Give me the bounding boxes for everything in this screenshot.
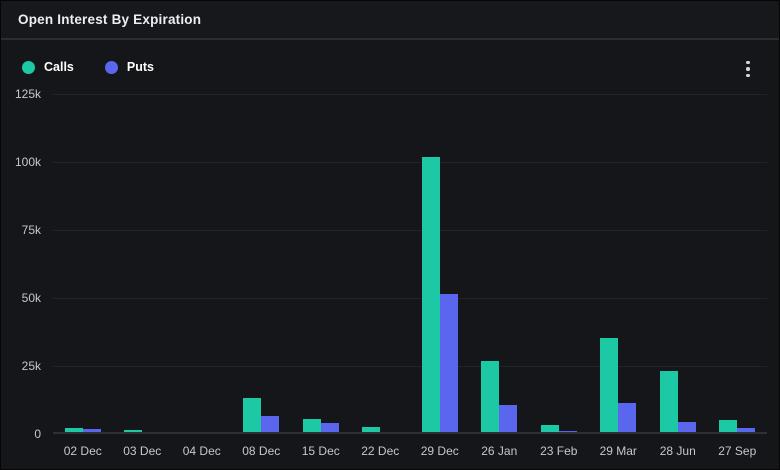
bar-puts[interactable] bbox=[618, 402, 637, 432]
x-tick-label: 15 Dec bbox=[301, 444, 340, 458]
bar-calls[interactable] bbox=[421, 157, 440, 432]
bar-puts[interactable] bbox=[499, 405, 518, 432]
bar-group bbox=[589, 94, 649, 432]
legend-label: Calls bbox=[44, 60, 74, 74]
legend-label: Puts bbox=[126, 60, 154, 74]
y-tick-label: 125k bbox=[14, 87, 41, 101]
bar-puts[interactable] bbox=[737, 427, 756, 432]
bar-calls[interactable] bbox=[659, 370, 678, 432]
bar-puts[interactable] bbox=[320, 423, 339, 432]
y-tick-label: 50k bbox=[21, 291, 41, 305]
bar-calls[interactable] bbox=[64, 427, 83, 432]
x-tick-label: 29 Mar bbox=[599, 444, 637, 458]
bar-group bbox=[291, 94, 351, 432]
legend-dot-icon bbox=[22, 60, 35, 74]
bar-calls[interactable] bbox=[362, 427, 381, 432]
legend-dot-icon bbox=[104, 60, 118, 74]
x-tick-label: 26 Jan bbox=[481, 444, 518, 458]
bar-group bbox=[529, 94, 589, 432]
legend-item-calls[interactable]: Calls bbox=[22, 60, 74, 74]
bar-puts[interactable] bbox=[261, 415, 280, 432]
x-tick-label: 27 Sep bbox=[718, 444, 757, 458]
y-tick-label: 0 bbox=[34, 427, 41, 441]
y-axis-labels: 125k 100k 75k 50k 25k 0 bbox=[1, 87, 41, 441]
bar-group bbox=[708, 94, 768, 432]
bar-group bbox=[410, 94, 470, 432]
y-tick-label: 75k bbox=[21, 223, 41, 237]
bar-group bbox=[648, 94, 708, 432]
kebab-dot bbox=[746, 73, 750, 78]
bar-group bbox=[470, 94, 530, 432]
bar-group bbox=[172, 94, 232, 432]
x-tick-label: 22 Dec bbox=[361, 444, 400, 458]
gridline bbox=[53, 162, 767, 163]
y-tick-label: 25k bbox=[21, 359, 41, 373]
x-tick-label: 03 Dec bbox=[123, 444, 162, 458]
bar-puts[interactable] bbox=[439, 293, 458, 432]
chart-title: Open Interest By Expiration bbox=[18, 12, 202, 27]
plot-area bbox=[53, 94, 767, 434]
bar-calls[interactable] bbox=[124, 430, 143, 432]
bar-calls[interactable] bbox=[481, 361, 500, 432]
bar-group bbox=[113, 94, 173, 432]
bar-calls[interactable] bbox=[540, 424, 559, 432]
x-tick-label: 08 Dec bbox=[242, 444, 281, 458]
card-header: Open Interest By Expiration bbox=[1, 1, 779, 40]
kebab-dot bbox=[746, 67, 750, 71]
bar-puts[interactable] bbox=[82, 429, 101, 432]
gridline bbox=[53, 366, 767, 367]
bar-group bbox=[351, 94, 411, 432]
x-tick-label: 28 Jun bbox=[659, 444, 696, 458]
bar-group bbox=[232, 94, 292, 432]
kebab-dot bbox=[746, 60, 750, 65]
bar-series bbox=[53, 94, 767, 432]
x-tick-label: 04 Dec bbox=[182, 444, 221, 458]
bar-calls[interactable] bbox=[600, 338, 619, 432]
legend: Calls Puts bbox=[22, 60, 154, 74]
y-tick-label: 100k bbox=[14, 155, 41, 169]
legend-item-puts[interactable]: Puts bbox=[104, 60, 154, 74]
bar-calls[interactable] bbox=[243, 398, 262, 432]
gridline bbox=[53, 94, 767, 95]
gridline bbox=[53, 298, 767, 299]
bar-puts[interactable] bbox=[558, 430, 577, 432]
gridline bbox=[53, 230, 767, 231]
bar-puts[interactable] bbox=[677, 421, 696, 432]
x-tick-label: 29 Dec bbox=[420, 444, 459, 458]
x-tick-label: 23 Feb bbox=[540, 444, 578, 458]
kebab-menu-icon[interactable] bbox=[738, 57, 758, 81]
bar-calls[interactable] bbox=[302, 418, 321, 432]
x-axis-labels: 02 Dec 03 Dec 04 Dec 08 Dec 15 Dec 22 Dec 29 D… bbox=[53, 444, 767, 458]
x-tick-label: 02 Dec bbox=[63, 444, 102, 458]
bar-group bbox=[53, 94, 113, 432]
bar-calls[interactable] bbox=[719, 420, 738, 432]
